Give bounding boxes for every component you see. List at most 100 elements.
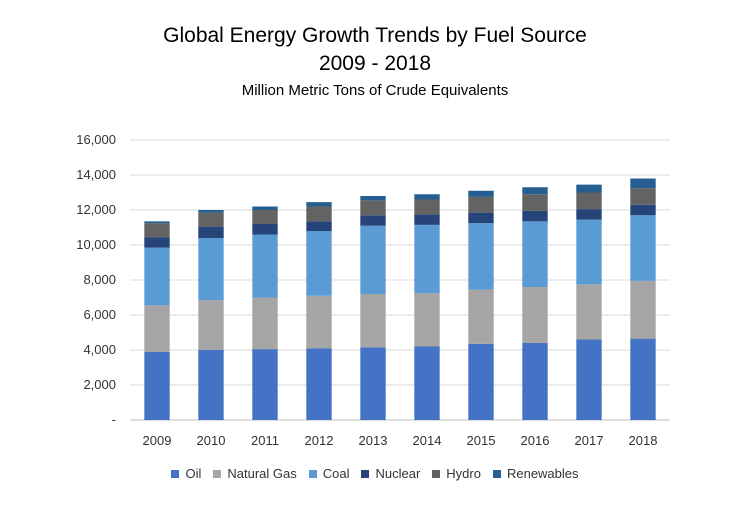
bar-nuclear-2013 xyxy=(360,215,386,226)
bar-nuclear-2009 xyxy=(144,237,170,248)
bar-coal-2011 xyxy=(252,234,278,298)
bar-natural-gas-2018 xyxy=(630,280,656,339)
bar-nuclear-2011 xyxy=(252,224,278,235)
bar-renewables-2017 xyxy=(576,184,602,193)
bar-nuclear-2018 xyxy=(630,204,656,216)
bar-coal-2017 xyxy=(576,219,602,285)
y-tick-label: 14,000 xyxy=(76,167,116,182)
y-tick-label: - xyxy=(112,412,116,427)
legend-item: Natural Gas xyxy=(213,466,297,481)
bar-renewables-2012 xyxy=(306,202,332,207)
x-axis-ticks: 2009 2010 2011 2012 2013 2014 2015 2016 2017 2018 xyxy=(143,433,658,448)
bar-natural-gas-2015 xyxy=(468,289,494,344)
bar-renewables-2011 xyxy=(252,206,278,210)
bar-natural-gas-2012 xyxy=(306,295,332,349)
bar-coal-2018 xyxy=(630,215,656,281)
chart-title: Global Energy Growth Trends by Fuel Sour… xyxy=(163,24,587,47)
bar-nuclear-2014 xyxy=(414,214,440,225)
legend-item: Coal xyxy=(308,466,350,481)
y-axis-ticks: - 2,000 4,000 6,000 8,000 10,000 12,000 14,000 1… xyxy=(76,132,116,427)
bar-nuclear-2010 xyxy=(198,226,224,238)
bar-natural-gas-2016 xyxy=(522,287,548,343)
bar-renewables-2015 xyxy=(468,190,494,197)
bar-hydro-2013 xyxy=(360,200,386,216)
legend-label: Renewables xyxy=(506,466,579,481)
bars xyxy=(144,178,656,420)
bar-natural-gas-2017 xyxy=(576,284,602,340)
x-tick-label: 2010 xyxy=(197,433,226,448)
bar-hydro-2009 xyxy=(144,223,170,238)
bar-coal-2016 xyxy=(522,221,548,287)
bar-renewables-2010 xyxy=(198,210,224,213)
legend-item: Nuclear xyxy=(361,466,420,481)
bar-renewables-2016 xyxy=(522,187,548,195)
bar-natural-gas-2011 xyxy=(252,297,278,350)
bar-nuclear-2016 xyxy=(522,210,548,222)
chart-title-years: 2009 - 2018 xyxy=(318,52,432,75)
legend-item: Renewables xyxy=(492,466,579,481)
legend-swatch xyxy=(492,470,501,478)
x-tick-label: 2017 xyxy=(575,433,604,448)
bar-coal-2009 xyxy=(144,247,170,306)
bar-renewables-2014 xyxy=(414,194,440,200)
y-tick-label: 12,000 xyxy=(76,202,116,217)
y-tick-label: 10,000 xyxy=(76,237,116,252)
x-tick-label: 2015 xyxy=(467,433,496,448)
legend-label: Natural Gas xyxy=(227,466,297,481)
bar-nuclear-2012 xyxy=(306,221,332,231)
bar-natural-gas-2014 xyxy=(414,293,440,347)
bar-oil-2018 xyxy=(630,338,656,420)
legend-item: Oil xyxy=(171,466,201,481)
chart-titles: Global Energy Growth Trends by Fuel Sour… xyxy=(0,22,750,102)
bar-coal-2010 xyxy=(198,238,224,301)
bar-coal-2014 xyxy=(414,224,440,294)
bar-oil-2017 xyxy=(576,339,602,420)
bar-renewables-2009 xyxy=(144,221,170,224)
bar-coal-2012 xyxy=(306,231,332,296)
bar-hydro-2015 xyxy=(468,196,494,213)
bar-hydro-2014 xyxy=(414,199,440,215)
chart-legend: Oil Natural Gas Coal Nuclear Hydro Renewables xyxy=(0,466,750,481)
bar-natural-gas-2009 xyxy=(144,305,170,352)
bar-hydro-2011 xyxy=(252,210,278,224)
bar-hydro-2010 xyxy=(198,212,224,227)
y-tick-label: 6,000 xyxy=(83,307,116,322)
legend-label: Nuclear xyxy=(375,466,421,481)
legend-swatch xyxy=(171,470,180,478)
legend-label: Hydro xyxy=(446,466,481,481)
bar-nuclear-2015 xyxy=(468,212,494,224)
bar-oil-2014 xyxy=(414,346,440,420)
legend-label: Oil xyxy=(185,466,202,481)
bar-natural-gas-2013 xyxy=(360,294,386,348)
bar-renewables-2018 xyxy=(630,178,656,189)
legend-item: Hydro xyxy=(432,466,481,481)
legend-label: Coal xyxy=(322,466,350,481)
y-tick-label: 2,000 xyxy=(83,377,116,392)
bar-oil-2016 xyxy=(522,343,548,420)
bar-oil-2015 xyxy=(468,343,494,420)
bar-oil-2013 xyxy=(360,347,386,420)
bar-oil-2009 xyxy=(144,351,170,420)
legend-swatch xyxy=(308,470,317,478)
x-tick-label: 2018 xyxy=(629,433,658,448)
y-tick-label: 4,000 xyxy=(83,342,116,357)
y-tick-label: 8,000 xyxy=(83,272,116,287)
x-tick-label: 2009 xyxy=(143,433,172,448)
bar-hydro-2018 xyxy=(630,188,656,205)
bar-coal-2015 xyxy=(468,223,494,290)
legend-swatch xyxy=(361,470,370,478)
bar-oil-2012 xyxy=(306,348,332,420)
bar-hydro-2012 xyxy=(306,206,332,222)
x-tick-label: 2014 xyxy=(413,433,442,448)
bar-hydro-2016 xyxy=(522,194,548,211)
x-tick-label: 2011 xyxy=(251,433,279,448)
chart-subtitle: Million Metric Tons of Crude Equivalents xyxy=(241,82,509,99)
bar-oil-2011 xyxy=(252,349,278,420)
x-tick-label: 2016 xyxy=(521,433,550,448)
x-tick-label: 2012 xyxy=(305,433,334,448)
x-tick-label: 2013 xyxy=(359,433,388,448)
bar-oil-2010 xyxy=(198,350,224,420)
bar-nuclear-2017 xyxy=(576,209,602,220)
bar-renewables-2013 xyxy=(360,196,386,201)
